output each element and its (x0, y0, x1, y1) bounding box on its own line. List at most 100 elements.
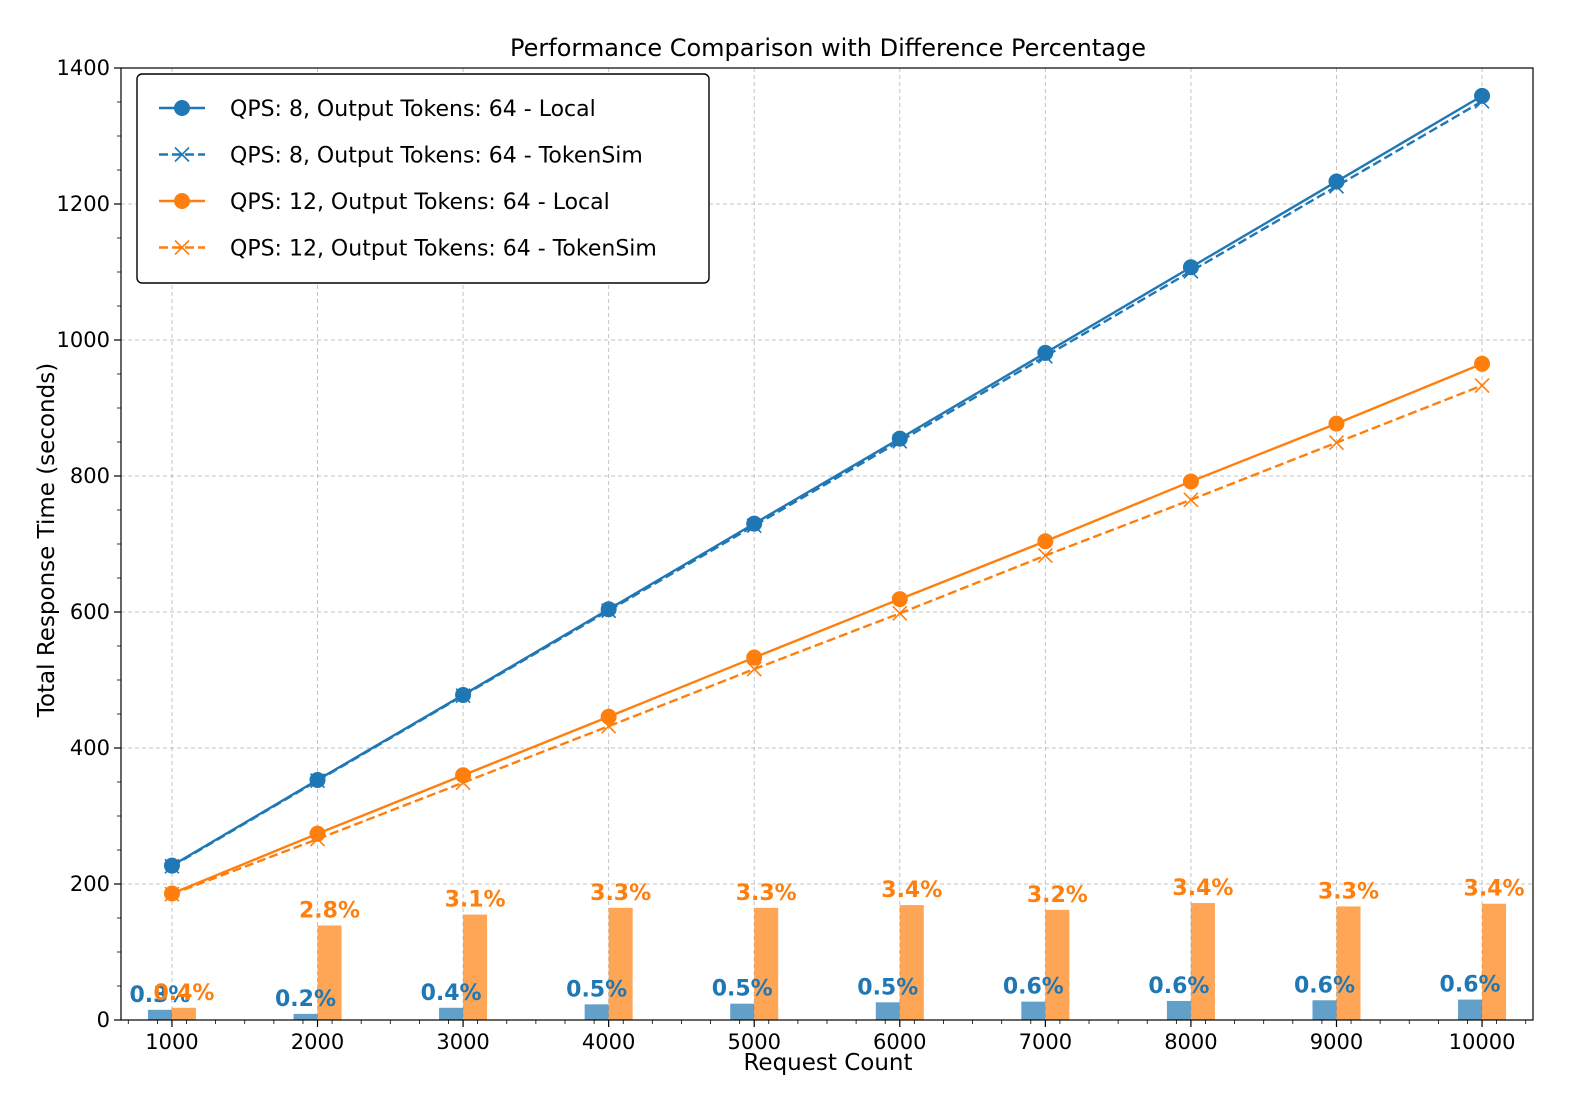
data-point (164, 858, 180, 874)
data-point (1183, 263, 1199, 279)
y-tick-label: 600 (70, 600, 110, 624)
data-point (309, 773, 326, 789)
data-point (1182, 259, 1199, 276)
data-point (1037, 348, 1053, 364)
legend-label: QPS: 12, Output Tokens: 64 - Local (230, 190, 610, 215)
difference-bar (293, 1013, 318, 1020)
x-tick-label: 3000 (436, 1030, 489, 1054)
difference-label: 3.4% (1464, 877, 1525, 902)
difference-bars (147, 903, 1507, 1020)
difference-label: 3.4% (881, 878, 942, 903)
difference-bar (1482, 903, 1507, 1020)
difference-labels: 0.3% 0.2% 0.4% 0.5% 0.5% 0.5% 0.6% 0.6% 0.6% 0.6%… (129, 876, 1524, 1012)
y-tick-label: 1400 (57, 56, 110, 80)
difference-label: 0.6% (1003, 975, 1064, 1000)
difference-bar (754, 907, 779, 1020)
legend-entry: QPS: 12, Output Tokens: 64 - Local (159, 190, 610, 215)
data-point (455, 775, 471, 791)
legend-marker (174, 239, 190, 256)
difference-bar (584, 1004, 609, 1020)
data-point (1182, 473, 1199, 490)
difference-bar (730, 1003, 755, 1020)
difference-bar (608, 907, 633, 1020)
legend-marker (174, 146, 190, 163)
data-point (1474, 377, 1490, 394)
difference-label: 3.3% (590, 881, 651, 906)
legend-marker (174, 100, 190, 116)
x-tick-label: 9000 (1310, 1030, 1363, 1054)
difference-label: 0.4% (153, 981, 214, 1006)
data-point (601, 603, 617, 619)
series-line (171, 100, 1483, 868)
data-point (746, 649, 763, 666)
data-point (309, 831, 326, 847)
data-point (601, 718, 617, 734)
series-line (171, 362, 1483, 895)
difference-bar (1458, 999, 1483, 1020)
series-line (171, 384, 1483, 896)
data-point (1037, 533, 1054, 550)
data-point (455, 688, 471, 704)
data-point (164, 886, 180, 902)
legend-label: QPS: 12, Output Tokens: 64 - TokenSim (230, 237, 657, 262)
y-tick-label: 1200 (57, 192, 110, 216)
series-lines (163, 87, 1491, 902)
data-point (1474, 87, 1491, 104)
difference-label: 0.5% (566, 977, 627, 1002)
difference-label: 0.5% (712, 977, 773, 1002)
y-axis-title: Total Response Time (seconds) (34, 363, 60, 718)
x-tick-label: 5000 (727, 1030, 780, 1054)
difference-label: 3.1% (445, 888, 506, 913)
data-point (1474, 355, 1491, 372)
data-point (891, 591, 908, 608)
difference-label: 0.6% (1294, 973, 1355, 998)
difference-label: 0.5% (857, 975, 918, 1000)
data-point (1037, 344, 1054, 361)
legend-label: QPS: 8, Output Tokens: 64 - TokenSim (230, 144, 643, 169)
difference-bar (875, 1002, 900, 1020)
legend-entry: QPS: 8, Output Tokens: 64 - Local (159, 97, 596, 122)
y-tick-label: 200 (70, 872, 110, 896)
y-tick-label: 800 (70, 464, 110, 488)
x-tick-label: 6000 (873, 1030, 926, 1054)
legend-entry: QPS: 8, Output Tokens: 64 - TokenSim (159, 144, 643, 169)
data-point (746, 518, 762, 534)
data-point (1183, 492, 1199, 508)
difference-label: 3.3% (1318, 879, 1379, 904)
difference-bar (1166, 1000, 1191, 1020)
difference-label: 2.8% (299, 898, 360, 923)
difference-bar (1045, 909, 1070, 1020)
x-tick-label: 1000 (145, 1030, 198, 1054)
difference-bar (463, 914, 488, 1020)
legend-entry: QPS: 12, Output Tokens: 64 - TokenSim (159, 237, 657, 262)
difference-label: 0.2% (275, 987, 336, 1012)
difference-bar (1312, 1000, 1337, 1020)
difference-label: 3.2% (1027, 883, 1088, 908)
data-point (1328, 415, 1345, 432)
x-tick-label: 10000 (1449, 1030, 1516, 1054)
difference-bar (147, 1009, 172, 1020)
difference-bar (1336, 906, 1361, 1020)
difference-label: 3.3% (736, 881, 797, 906)
x-tick-label: 8000 (1164, 1030, 1217, 1054)
chart-title: Performance Comparison with Difference P… (510, 34, 1146, 62)
data-point (892, 433, 908, 449)
difference-bar (1021, 1001, 1046, 1020)
difference-label: 0.6% (1148, 974, 1209, 999)
x-tick-label: 4000 (582, 1030, 635, 1054)
axes: 0 200 400 600 800 1000 1200 1400 1000 2000 3000 400… (57, 56, 1534, 1054)
difference-label: 0.6% (1440, 973, 1501, 998)
legend-box (136, 73, 710, 284)
data-point (600, 708, 617, 725)
difference-label: 0.3% (129, 983, 190, 1008)
data-point (746, 661, 762, 677)
x-tick-label: 7000 (1019, 1030, 1072, 1054)
data-point (1037, 547, 1053, 564)
difference-bar (439, 1007, 464, 1020)
legend: QPS: 8, Output Tokens: 64 - Local QPS: 8,… (136, 73, 710, 284)
x-tick-label: 2000 (291, 1030, 344, 1054)
difference-bar (317, 925, 342, 1020)
y-tick-label: 0 (97, 1008, 110, 1032)
difference-bar (899, 905, 924, 1020)
